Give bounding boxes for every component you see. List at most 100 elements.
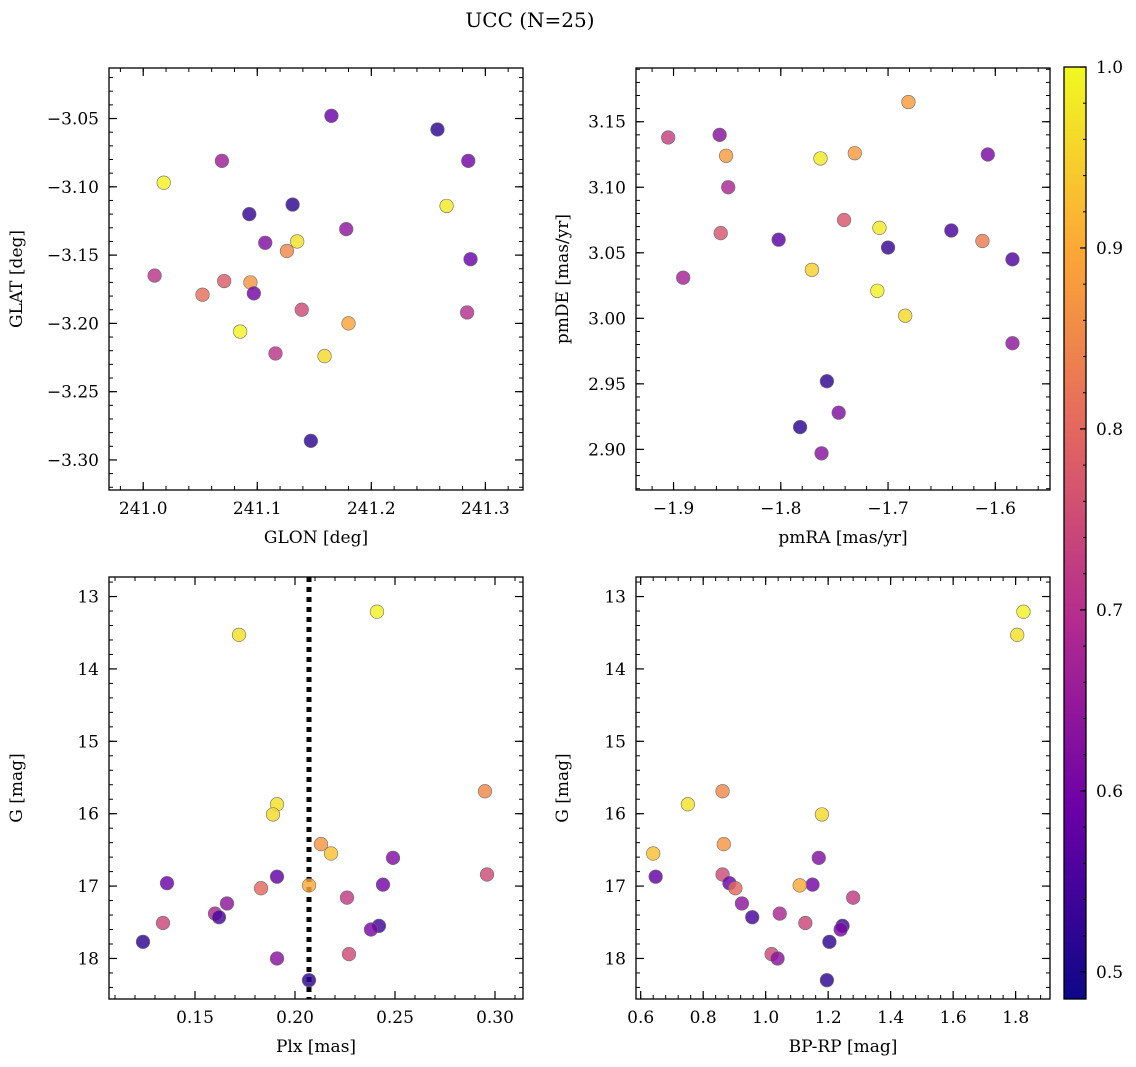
colorbar-tick-label: 0.5	[1096, 963, 1123, 983]
x-tick-label: 241.0	[119, 499, 168, 519]
scatter-point	[269, 951, 285, 966]
y-tick-label: 18	[77, 949, 99, 969]
x-tick-label: 0.20	[276, 1008, 314, 1028]
scatter-point	[279, 243, 295, 259]
y-tick-label: −3.25	[47, 383, 99, 403]
scatter-point	[375, 877, 391, 892]
scatter-point	[880, 240, 896, 255]
y-tick-label: 18	[604, 949, 626, 969]
scatter-point	[217, 273, 232, 289]
scatter-point	[648, 869, 663, 884]
scatter-point	[147, 268, 162, 283]
y-tick-label: 3.10	[588, 178, 626, 198]
scatter-point	[156, 175, 171, 190]
scatter-point	[975, 233, 990, 249]
scatter-point	[814, 446, 829, 461]
colorbar-tick-label: 0.6	[1096, 782, 1123, 802]
y-tick-label: 2.95	[588, 375, 626, 395]
scatter-point	[944, 223, 959, 238]
scatter-point	[805, 877, 820, 892]
scatter-point	[265, 807, 281, 822]
scatter-point	[728, 881, 743, 896]
scatter-point	[901, 94, 916, 110]
scatter-point	[721, 180, 736, 195]
scatter-point	[1005, 336, 1020, 351]
y-tick-label: 3.15	[588, 113, 626, 133]
y-tick-label: 17	[604, 877, 626, 897]
scatter-point	[231, 627, 247, 643]
scatter-point	[770, 951, 785, 966]
x-tick-label: 1.4	[877, 1008, 904, 1028]
y-tick-label: 15	[604, 732, 626, 752]
x-tick-label: 1.2	[815, 1008, 842, 1028]
scatter-point	[461, 153, 476, 168]
x-tick-label: 1.8	[1002, 1008, 1029, 1028]
x-tick-label: 241.1	[233, 499, 282, 519]
x-tick-label: 241.2	[347, 499, 396, 519]
x-tick-label: 1.6	[940, 1008, 967, 1028]
scatter-point	[813, 151, 828, 166]
scatter-point	[715, 784, 730, 799]
scatter-point	[242, 207, 257, 222]
scatter-point	[846, 890, 861, 905]
axes-frame	[635, 576, 1051, 1000]
panel-3: 0.15 0.20 0.25 0.30 13 14 15 16 17 18 Plx [mas] G […	[7, 576, 524, 1057]
scatter-point	[831, 405, 846, 420]
colorbar: 0.5 0.6 0.7 0.8 0.9 1.0	[1063, 58, 1123, 1000]
scatter-point	[772, 906, 787, 921]
scatter-point	[363, 922, 379, 937]
x-tick-label: 0.8	[690, 1008, 717, 1028]
scatter-point	[219, 896, 235, 911]
colorbar-tick-label: 1.0	[1096, 58, 1123, 78]
scatter-point	[822, 934, 837, 949]
scatter-point	[341, 947, 357, 962]
scatter-point	[317, 349, 332, 364]
colorbar-tick-label: 0.7	[1096, 601, 1123, 621]
x-tick-label: 0.25	[376, 1008, 414, 1028]
scatter-point	[294, 302, 309, 317]
scatter-point	[646, 846, 661, 861]
y-tick-label: 14	[77, 660, 99, 680]
x-tick-label: −1.9	[653, 499, 694, 519]
scatter-point	[269, 869, 285, 884]
scatter-point	[460, 305, 475, 320]
x-tick-label: −1.6	[975, 499, 1016, 519]
y-axis-label: G [mag]	[553, 753, 573, 822]
x-tick-label: 0.30	[476, 1008, 514, 1028]
scatter-point	[1005, 252, 1020, 267]
scatter-point	[819, 374, 835, 389]
scatter-point	[712, 127, 727, 142]
scatter-point	[676, 270, 691, 285]
scatter-point	[713, 226, 728, 241]
scatter-point	[745, 910, 760, 925]
scatter-point	[290, 234, 305, 249]
scatter-point	[798, 915, 813, 931]
panel-4: 0.6 0.8 1.0 1.2 1.4 1.6 1.8 13 14 15 16 17 18 BP-RP […	[553, 576, 1051, 1057]
scatter-point	[980, 147, 995, 162]
scatter-point	[477, 784, 493, 799]
y-axis-label: pmDE [mas/yr]	[553, 214, 573, 344]
scatter-point	[898, 308, 913, 323]
scatter-point	[195, 287, 210, 302]
scatter-point	[339, 890, 355, 905]
scatter-point	[214, 153, 230, 168]
scatter-point	[301, 973, 317, 988]
colorbar-frame	[1063, 66, 1087, 1000]
y-tick-label: 16	[77, 805, 99, 825]
scatter-point	[339, 222, 354, 237]
scatter-point	[771, 232, 786, 247]
scatter-point	[135, 934, 151, 949]
scatter-point	[303, 433, 318, 448]
scatter-point	[819, 973, 835, 988]
colorbar-tick-label: 0.9	[1096, 239, 1123, 259]
scatter-point	[1010, 627, 1025, 643]
scatter-point	[430, 122, 445, 137]
scatter-point	[323, 846, 339, 861]
x-tick-label: 1.0	[752, 1008, 779, 1028]
scatter-point	[301, 878, 317, 893]
scatter-point	[253, 881, 269, 896]
scatter-point	[285, 197, 300, 212]
y-tick-label: 13	[77, 588, 99, 608]
scatter-point	[439, 198, 454, 214]
scatter-point	[385, 850, 401, 865]
